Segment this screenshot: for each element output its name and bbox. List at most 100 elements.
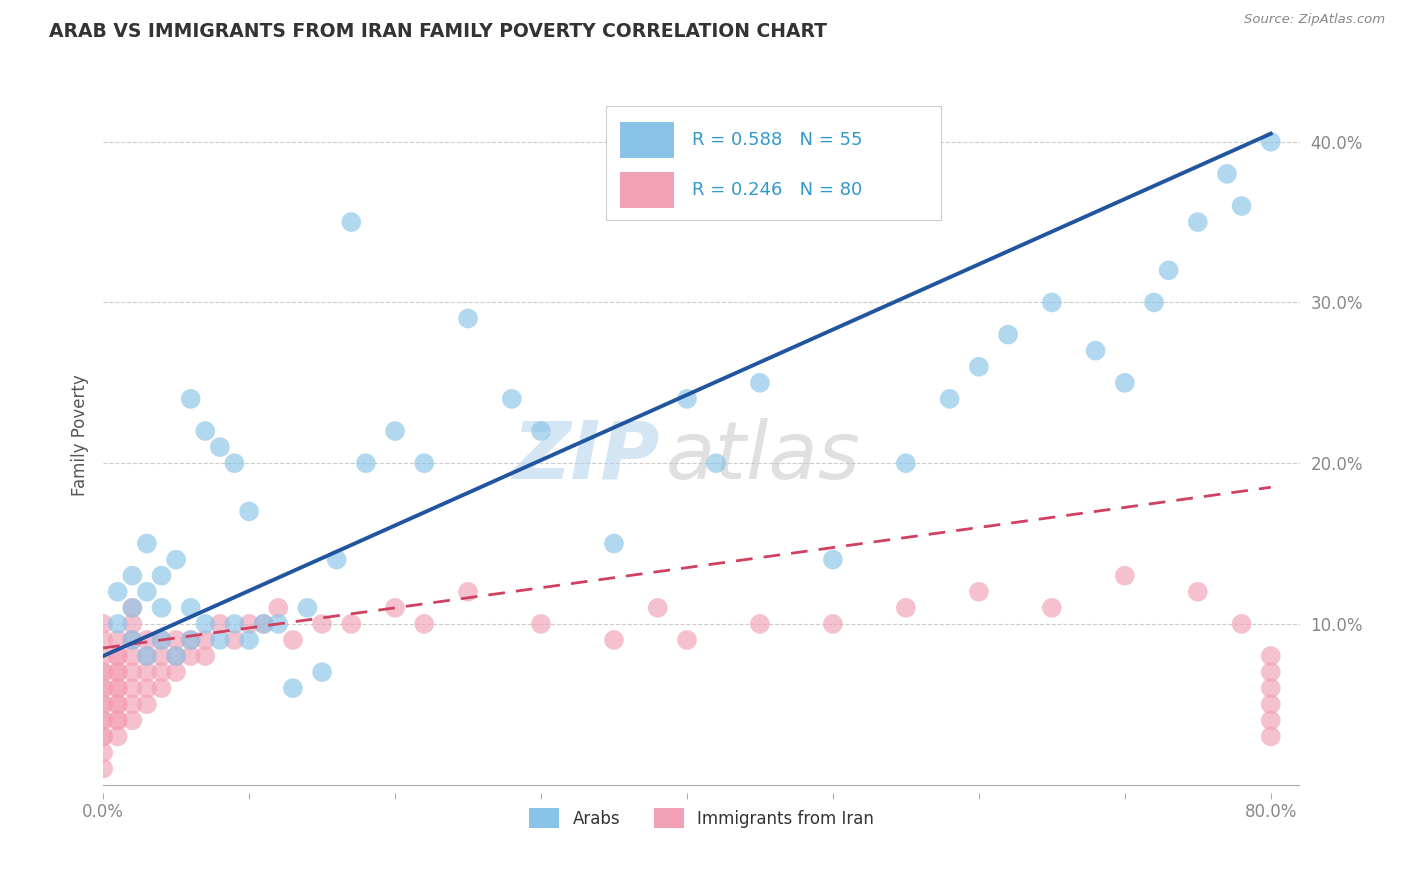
- Point: [281, 632, 304, 647]
- Point: [967, 359, 990, 374]
- Point: [91, 714, 114, 728]
- Point: [748, 616, 770, 631]
- Point: [281, 681, 304, 696]
- Point: [121, 600, 143, 615]
- Bar: [620, 122, 673, 158]
- Point: [1260, 648, 1282, 663]
- Point: [180, 632, 202, 647]
- Point: [224, 456, 246, 470]
- Point: [91, 730, 114, 744]
- Point: [91, 698, 114, 712]
- Point: [107, 632, 129, 647]
- Point: [165, 648, 187, 663]
- Point: [1260, 681, 1282, 696]
- Point: [150, 681, 173, 696]
- Point: [165, 552, 187, 566]
- Point: [413, 456, 436, 470]
- Point: [180, 648, 202, 663]
- Point: [253, 616, 276, 631]
- Point: [121, 632, 143, 647]
- Point: [135, 665, 157, 679]
- Point: [311, 665, 333, 679]
- Point: [238, 616, 260, 631]
- Point: [1260, 698, 1282, 712]
- Point: [267, 600, 290, 615]
- Point: [107, 665, 129, 679]
- Point: [384, 424, 406, 438]
- Point: [91, 632, 114, 647]
- Point: [325, 552, 347, 566]
- Point: [150, 600, 173, 615]
- Point: [107, 584, 129, 599]
- Point: [121, 648, 143, 663]
- Point: [135, 648, 157, 663]
- Point: [894, 456, 917, 470]
- Text: ARAB VS IMMIGRANTS FROM IRAN FAMILY POVERTY CORRELATION CHART: ARAB VS IMMIGRANTS FROM IRAN FAMILY POVE…: [49, 22, 827, 41]
- Point: [150, 632, 173, 647]
- Point: [1143, 295, 1166, 310]
- Point: [194, 648, 217, 663]
- Point: [194, 616, 217, 631]
- Point: [180, 392, 202, 406]
- FancyBboxPatch shape: [606, 106, 941, 220]
- Point: [91, 714, 114, 728]
- Point: [107, 681, 129, 696]
- Text: R = 0.588   N = 55: R = 0.588 N = 55: [692, 131, 862, 149]
- Point: [180, 632, 202, 647]
- Point: [91, 681, 114, 696]
- Point: [150, 632, 173, 647]
- Point: [457, 584, 479, 599]
- Point: [91, 762, 114, 776]
- Point: [530, 616, 553, 631]
- Point: [91, 665, 114, 679]
- Point: [1157, 263, 1180, 277]
- Text: ZIP: ZIP: [512, 417, 659, 495]
- Point: [91, 648, 114, 663]
- Point: [121, 714, 143, 728]
- Point: [1040, 295, 1063, 310]
- Point: [1260, 714, 1282, 728]
- Point: [997, 327, 1019, 342]
- Point: [121, 600, 143, 615]
- Point: [894, 600, 917, 615]
- Point: [1260, 730, 1282, 744]
- Point: [967, 584, 990, 599]
- Point: [121, 568, 143, 582]
- Point: [238, 504, 260, 518]
- Point: [354, 456, 377, 470]
- Point: [135, 698, 157, 712]
- Point: [91, 616, 114, 631]
- Point: [647, 600, 669, 615]
- Point: [107, 730, 129, 744]
- Point: [821, 552, 844, 566]
- Point: [603, 536, 626, 550]
- Point: [208, 632, 231, 647]
- Point: [1114, 568, 1136, 582]
- Point: [457, 311, 479, 326]
- Point: [107, 648, 129, 663]
- Point: [224, 632, 246, 647]
- Point: [121, 616, 143, 631]
- Point: [91, 730, 114, 744]
- Point: [91, 681, 114, 696]
- Point: [121, 698, 143, 712]
- Point: [1260, 135, 1282, 149]
- Point: [267, 616, 290, 631]
- Point: [165, 648, 187, 663]
- Point: [194, 632, 217, 647]
- Point: [165, 632, 187, 647]
- Point: [135, 584, 157, 599]
- Point: [107, 648, 129, 663]
- Point: [208, 616, 231, 631]
- Point: [107, 681, 129, 696]
- Point: [107, 616, 129, 631]
- Point: [135, 681, 157, 696]
- Point: [530, 424, 553, 438]
- Point: [1187, 584, 1209, 599]
- Point: [180, 600, 202, 615]
- Point: [1187, 215, 1209, 229]
- Point: [135, 536, 157, 550]
- Point: [821, 616, 844, 631]
- Point: [107, 665, 129, 679]
- Point: [121, 681, 143, 696]
